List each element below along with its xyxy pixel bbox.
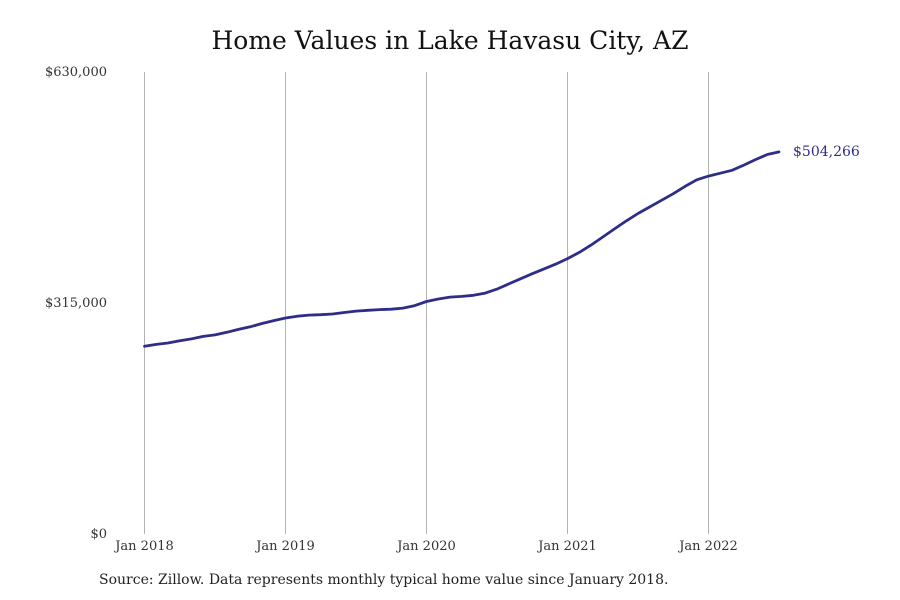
x-tick-label: Jan 2022 [677,539,738,554]
x-tick-label: Jan 2020 [395,539,456,554]
series-layer: $504,266 [143,144,860,348]
source-note: Source: Zillow. Data represents monthly … [99,572,669,588]
y-tick-label: $630,000 [45,65,107,80]
end-value-label: $504,266 [793,144,860,160]
y-axis-ticks: $0 $315,000 $630,000 [45,65,107,542]
y-tick-label: $0 [90,527,107,542]
series-line [143,150,781,348]
x-tick-label: Jan 2021 [536,539,597,554]
x-tick-label: Jan 2019 [254,539,315,554]
gridlines [144,72,709,534]
chart-title: Home Values in Lake Havasu City, AZ [211,26,689,55]
x-tick-label: Jan 2018 [113,539,174,554]
y-tick-label: $315,000 [45,296,107,311]
x-axis-ticks: Jan 2018 Jan 2019 Jan 2020 Jan 2021 Jan 2022 [113,539,738,554]
